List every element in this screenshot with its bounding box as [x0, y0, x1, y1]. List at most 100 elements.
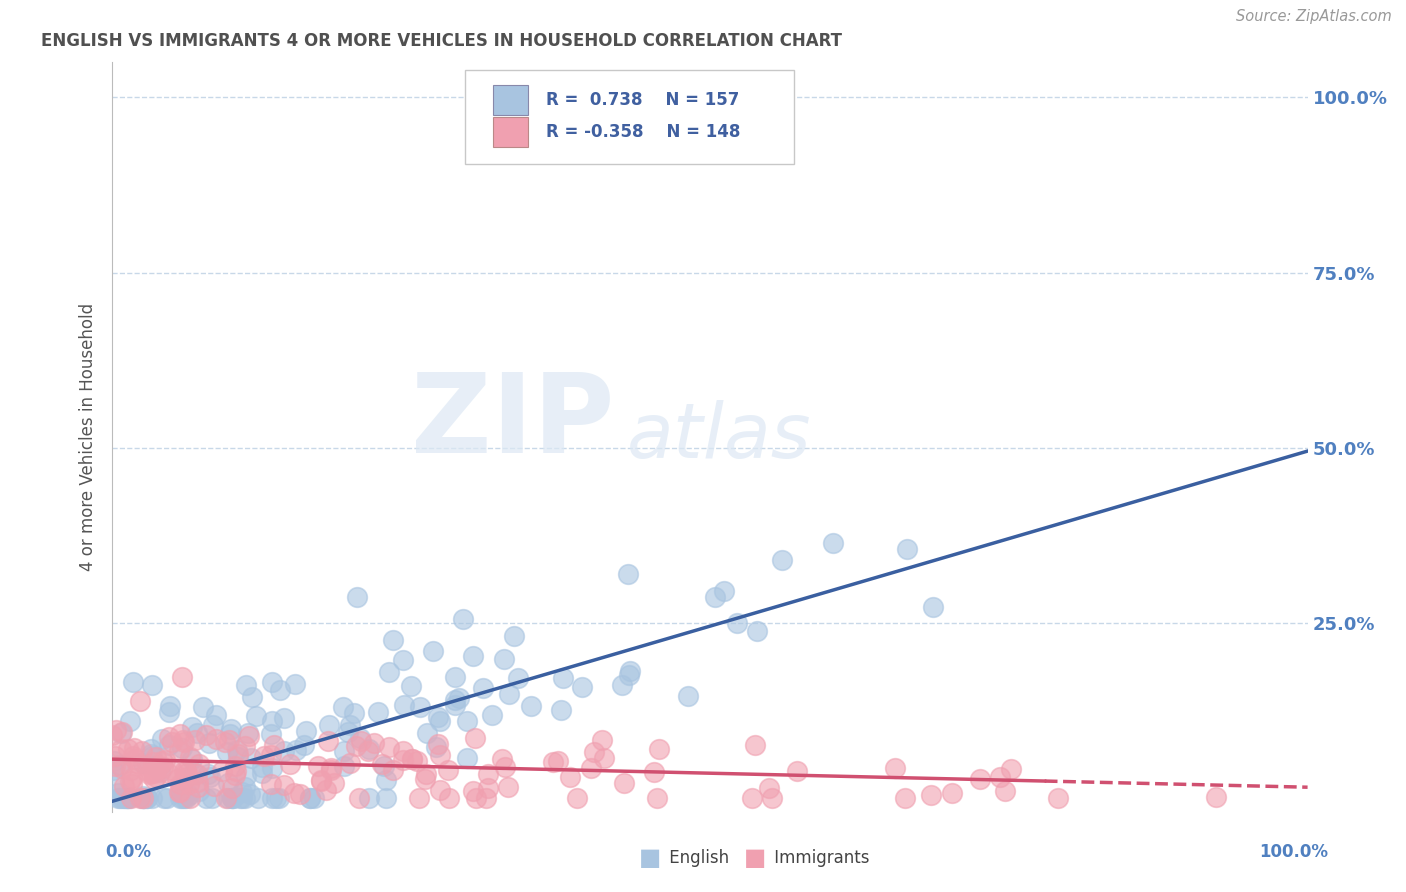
Point [988, 770, 1011, 784]
Point [104, 758, 127, 772]
Point [437, 790, 460, 805]
Point [157, 738, 180, 752]
Point [172, 790, 194, 805]
Point [770, 553, 793, 567]
Point [156, 790, 179, 805]
Point [373, 758, 395, 772]
Point [262, 790, 284, 805]
Point [141, 747, 163, 761]
Point [221, 790, 243, 805]
Point [427, 710, 450, 724]
Point [170, 740, 193, 755]
Text: ■: ■ [744, 847, 766, 870]
Point [112, 779, 135, 793]
Point [332, 699, 354, 714]
Point [136, 790, 159, 805]
Point [399, 680, 422, 694]
Point [201, 790, 224, 805]
Point [591, 732, 613, 747]
Point [231, 790, 253, 805]
Point [141, 764, 163, 778]
Point [233, 790, 256, 805]
Point [108, 790, 131, 805]
Text: Source: ZipAtlas.com: Source: ZipAtlas.com [1236, 9, 1392, 24]
Bar [492, 117, 529, 147]
Point [125, 756, 148, 770]
Point [124, 741, 146, 756]
Point [150, 731, 173, 746]
Point [235, 678, 257, 692]
Point [111, 761, 134, 775]
Point [187, 780, 209, 795]
Point [214, 790, 236, 805]
Point [160, 735, 183, 749]
Point [344, 739, 367, 753]
Point [617, 667, 640, 681]
Point [250, 760, 273, 774]
Point [226, 749, 249, 764]
Point [214, 735, 236, 749]
Point [741, 790, 763, 805]
Point [141, 790, 163, 805]
Point [217, 745, 239, 759]
Point [221, 790, 243, 805]
Point [122, 749, 145, 764]
Point [202, 780, 225, 794]
Point [456, 714, 478, 728]
Point [131, 744, 153, 758]
Point [103, 774, 125, 789]
Point [262, 714, 284, 729]
Point [173, 764, 195, 778]
Point [336, 724, 359, 739]
Point [240, 751, 263, 765]
Point [339, 756, 361, 770]
Point [218, 732, 240, 747]
Point [150, 754, 173, 768]
Point [477, 767, 499, 781]
Point [238, 729, 260, 743]
Point [138, 766, 160, 780]
Point [224, 759, 246, 773]
Point [176, 766, 198, 780]
Point [128, 694, 150, 708]
Point [187, 775, 209, 789]
Point [120, 773, 142, 788]
Point [104, 723, 127, 737]
Point [166, 772, 188, 787]
Point [128, 790, 150, 805]
Point [613, 776, 636, 790]
Point [260, 776, 283, 790]
Point [260, 727, 283, 741]
Point [179, 790, 201, 805]
Point [371, 756, 394, 771]
Point [451, 612, 474, 626]
Point [444, 670, 467, 684]
Point [153, 753, 176, 767]
Point [406, 754, 429, 768]
Point [703, 591, 725, 605]
Point [240, 690, 263, 705]
Point [162, 763, 184, 777]
Point [678, 689, 700, 703]
Point [233, 739, 256, 754]
Point [117, 790, 139, 805]
Point [307, 759, 329, 773]
Point [235, 769, 257, 783]
Point [311, 773, 333, 788]
Point [378, 665, 401, 679]
Point [346, 590, 368, 604]
Point [221, 790, 243, 805]
Point [494, 760, 516, 774]
Point [349, 731, 371, 745]
Point [747, 624, 769, 638]
Point [592, 751, 614, 765]
Point [357, 742, 380, 756]
Point [471, 681, 494, 696]
Point [823, 536, 845, 550]
Point [188, 784, 211, 798]
Point [191, 699, 214, 714]
Point [204, 708, 226, 723]
Point [339, 718, 361, 732]
Point [169, 744, 191, 758]
Point [273, 711, 295, 725]
